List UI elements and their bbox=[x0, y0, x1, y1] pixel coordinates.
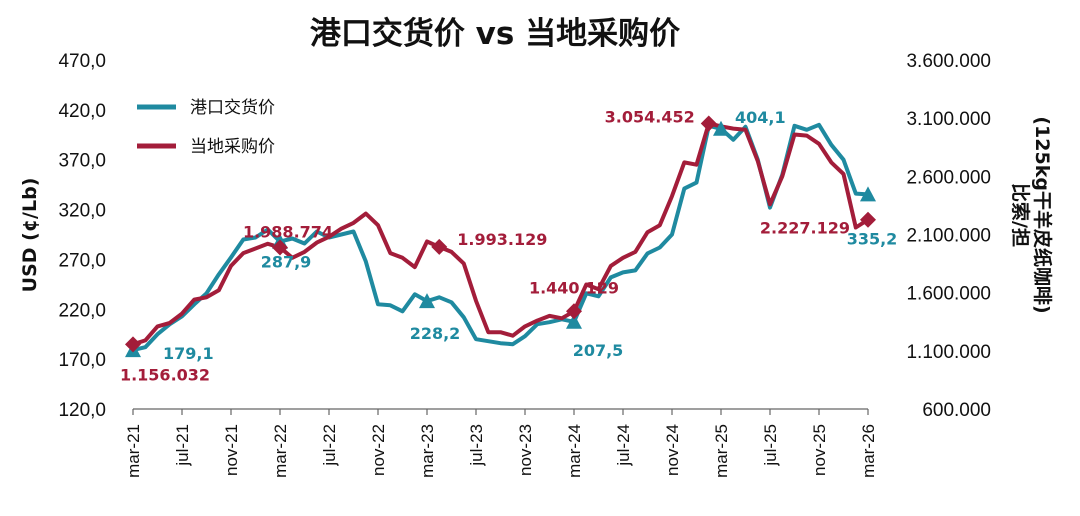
diamond-marker bbox=[125, 336, 141, 353]
diamond-marker bbox=[566, 303, 582, 320]
triangle-marker bbox=[566, 313, 582, 329]
right-tick-label: 3.600.000 bbox=[906, 51, 991, 72]
x-tick-label: jul-22 bbox=[320, 424, 339, 467]
legend: 港口交货价 当地采购价 bbox=[137, 98, 275, 157]
x-axis: mar-21 jul-21 nov-21 mar-22 jul-22 nov-22 mar-… bbox=[124, 408, 878, 478]
x-tick-label: nov-24 bbox=[663, 424, 682, 476]
left-tick-label: 120,0 bbox=[58, 400, 106, 421]
x-tick-label: jul-23 bbox=[467, 424, 486, 467]
x-tick-label: nov-23 bbox=[516, 424, 535, 476]
x-tick-label: mar-21 bbox=[124, 424, 143, 478]
left-tick-label: 170,0 bbox=[58, 350, 106, 371]
x-tick-label: mar-23 bbox=[418, 424, 437, 478]
data-label: 1.988.774 bbox=[243, 222, 333, 241]
right-tick-label: 600.000 bbox=[922, 400, 991, 421]
right-axis-title-line1: 比索/担 bbox=[1009, 183, 1032, 247]
left-tick-label: 270,0 bbox=[58, 250, 106, 271]
legend-label-series1: 港口交货价 bbox=[190, 98, 275, 118]
diamond-marker bbox=[272, 239, 288, 256]
right-tick-label: 2.100.000 bbox=[906, 226, 991, 247]
triangle-marker bbox=[713, 120, 729, 136]
series-lines bbox=[131, 121, 870, 353]
data-label: 287,9 bbox=[261, 253, 312, 272]
x-tick-label: nov-22 bbox=[369, 424, 388, 476]
data-label: 207,5 bbox=[573, 341, 624, 360]
data-label: 228,2 bbox=[410, 324, 461, 343]
chart-title: 港口交货价 vs 当地采购价 bbox=[310, 16, 680, 52]
annotation-labels: 179,1 287,9 228,2 207,5 404,1 335,2 1.156.032 1… bbox=[120, 107, 897, 384]
diamond-marker bbox=[860, 211, 876, 228]
triangle-marker bbox=[419, 293, 435, 309]
data-label: 179,1 bbox=[163, 344, 214, 363]
series-line-1 bbox=[131, 122, 870, 353]
x-tick-label: mar-22 bbox=[271, 424, 290, 478]
right-axis: 3.600.000 3.100.000 2.600.000 2.100.000 1.60… bbox=[906, 51, 991, 421]
x-tick-label: mar-26 bbox=[859, 424, 878, 478]
right-tick-label: 3.100.000 bbox=[906, 109, 991, 130]
left-axis: 470,0 420,0 370,0 320,0 270,0 220,0 170,0 120,0 bbox=[58, 51, 106, 421]
triangle-marker bbox=[860, 186, 876, 202]
right-tick-label: 2.600.000 bbox=[906, 167, 991, 188]
legend-label-series2: 当地采购价 bbox=[190, 137, 275, 157]
x-tick-label: nov-21 bbox=[222, 424, 241, 476]
right-axis-title-line2: (125kg干羊皮纸咖啡) bbox=[1031, 116, 1054, 313]
series-line-2 bbox=[131, 121, 870, 347]
x-tick-label: nov-25 bbox=[810, 424, 829, 476]
right-tick-label: 1.100.000 bbox=[906, 342, 991, 363]
data-label: 2.227.129 bbox=[760, 219, 850, 238]
data-label: 335,2 bbox=[847, 229, 898, 248]
data-label: 404,1 bbox=[735, 108, 786, 127]
left-tick-label: 470,0 bbox=[58, 51, 106, 72]
right-tick-label: 1.600.000 bbox=[906, 284, 991, 305]
x-tick-label: jul-25 bbox=[761, 424, 780, 467]
data-label: 1.156.032 bbox=[120, 365, 210, 384]
data-label: 1.440.129 bbox=[529, 278, 619, 297]
x-tick-label: mar-25 bbox=[712, 424, 731, 478]
data-label: 3.054.452 bbox=[605, 107, 695, 126]
x-tick-label: mar-24 bbox=[565, 424, 584, 478]
annotation-markers bbox=[125, 115, 876, 358]
diamond-marker bbox=[431, 238, 448, 255]
left-tick-label: 370,0 bbox=[58, 151, 106, 172]
x-tick-label: jul-21 bbox=[173, 424, 192, 467]
x-tick-label: jul-24 bbox=[614, 424, 633, 467]
left-tick-label: 420,0 bbox=[58, 101, 106, 122]
diamond-marker bbox=[700, 115, 717, 132]
left-tick-label: 220,0 bbox=[58, 300, 106, 321]
left-tick-label: 320,0 bbox=[58, 201, 106, 222]
data-label: 1.993.129 bbox=[457, 230, 547, 249]
left-axis-title: USD (¢/Lb) bbox=[19, 178, 41, 293]
